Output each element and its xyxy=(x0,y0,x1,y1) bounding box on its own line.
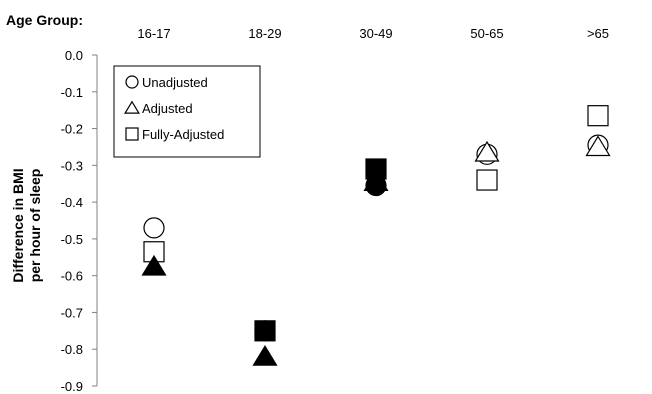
age-group-label: Age Group: xyxy=(6,12,83,28)
point-fully-adjusted-3 xyxy=(476,169,498,191)
y-tick-label: -0.4 xyxy=(61,195,83,210)
y-tick-labels: 0.0 -0.1 -0.2 -0.3 -0.4 -0.5 -0.6 -0.7 -0.8 -0.9 xyxy=(61,48,83,394)
legend-marker-adjusted xyxy=(124,100,140,114)
point-adjusted-4 xyxy=(585,135,611,157)
point-adjusted-0 xyxy=(141,254,167,276)
data-points xyxy=(141,105,611,366)
y-tick-label: -0.7 xyxy=(61,305,83,320)
point-adjusted-3 xyxy=(474,140,500,162)
y-tick-label: -0.6 xyxy=(61,269,83,284)
legend-marker-fully-adjusted xyxy=(125,127,139,141)
y-tick-label: -0.1 xyxy=(61,85,83,100)
x-tick-label: 16-17 xyxy=(137,26,170,41)
x-tick-label: >65 xyxy=(587,26,609,41)
point-adjusted-1 xyxy=(252,344,278,366)
x-tick-labels: 16-17 18-29 30-49 50-65 >65 xyxy=(137,26,609,41)
x-tick-label: 18-29 xyxy=(248,26,281,41)
point-unadjusted-0 xyxy=(143,217,165,239)
y-tick-label: -0.2 xyxy=(61,122,83,137)
x-tick-label: 30-49 xyxy=(359,26,392,41)
y-tick-marks xyxy=(92,54,97,387)
x-tick-label: 50-65 xyxy=(470,26,503,41)
legend-label: Unadjusted xyxy=(142,75,208,90)
point-fully-adjusted-1 xyxy=(254,320,276,342)
point-fully-adjusted-4 xyxy=(587,105,609,127)
legend: Unadjusted Adjusted Fully-Adjusted xyxy=(113,65,261,158)
y-tick-label: -0.9 xyxy=(61,379,83,394)
y-axis-label-line1: Difference in BMI xyxy=(10,168,26,282)
legend-items: Unadjusted Adjusted Fully-Adjusted xyxy=(124,75,224,142)
y-tick-label: 0.0 xyxy=(65,48,83,63)
y-tick-label: -0.8 xyxy=(61,342,83,357)
y-axis-label-line2: per hour of sleep xyxy=(27,169,43,283)
y-tick-label: -0.3 xyxy=(61,158,83,173)
legend-label: Adjusted xyxy=(142,101,193,116)
y-tick-label: -0.5 xyxy=(61,232,83,247)
legend-marker-unadjusted xyxy=(125,75,139,89)
legend-label: Fully-Adjusted xyxy=(142,127,224,142)
point-adjusted-2 xyxy=(363,170,389,192)
